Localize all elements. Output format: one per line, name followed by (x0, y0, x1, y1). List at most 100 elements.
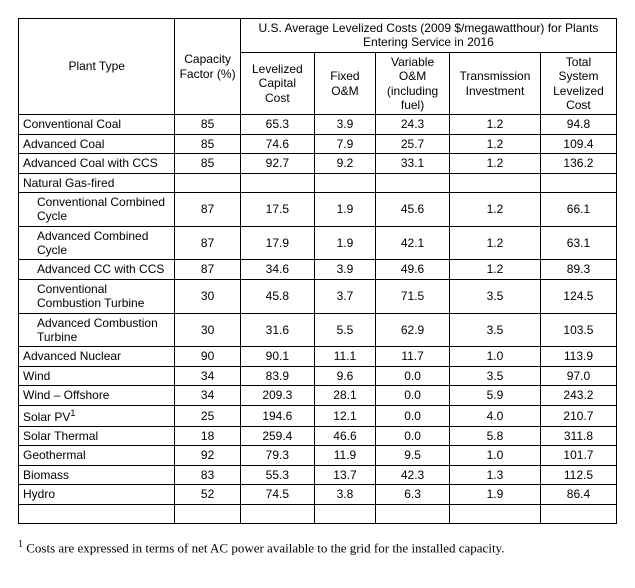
cell-transmission: 1.9 (450, 485, 541, 504)
cell-capacity-factor: 90 (175, 347, 241, 366)
cell-transmission: 3.5 (450, 279, 541, 313)
cell-fixed-om: 1.9 (314, 192, 375, 226)
cell-lev-capital: 17.5 (240, 192, 314, 226)
plant-label: Advanced CC with CCS (19, 260, 175, 279)
cell-capacity-factor: 87 (175, 192, 241, 226)
cell-transmission: 1.0 (450, 347, 541, 366)
cell-transmission: 1.2 (450, 134, 541, 153)
cell-fixed-om: 13.7 (314, 465, 375, 484)
cell-lev-capital: 31.6 (240, 313, 314, 347)
cell-transmission: 1.2 (450, 192, 541, 226)
cell-total: 124.5 (540, 279, 616, 313)
cell-var-om: 62.9 (376, 313, 450, 347)
table-row: Natural Gas-fired (19, 173, 617, 192)
table-row: Advanced Nuclear9090.111.111.71.0113.9 (19, 347, 617, 366)
cell-total: 89.3 (540, 260, 616, 279)
cell-capacity-factor: 34 (175, 386, 241, 405)
cell-total: 97.0 (540, 366, 616, 385)
table-row: Advanced Combined Cycle8717.91.942.11.26… (19, 226, 617, 260)
cell-var-om: 33.1 (376, 154, 450, 173)
cell-var-om (376, 173, 450, 192)
cell-fixed-om: 9.6 (314, 366, 375, 385)
col-group-title: U.S. Average Levelized Costs (2009 $/meg… (240, 19, 616, 53)
cell-var-om: 9.5 (376, 446, 450, 465)
cell-capacity-factor: 85 (175, 154, 241, 173)
cell-fixed-om: 3.8 (314, 485, 375, 504)
cell-transmission: 3.5 (450, 313, 541, 347)
cell-var-om: 6.3 (376, 485, 450, 504)
cell-capacity-factor: 30 (175, 313, 241, 347)
col-lev-capital: Levelized Capital Cost (240, 52, 314, 115)
cell-lev-capital: 65.3 (240, 115, 314, 134)
cell-transmission: 1.3 (450, 465, 541, 484)
cell-lev-capital: 17.9 (240, 226, 314, 260)
cell-fixed-om: 3.9 (314, 260, 375, 279)
plant-label: Conventional Combined Cycle (19, 192, 175, 226)
cell-transmission: 1.2 (450, 115, 541, 134)
cell-transmission: 4.0 (450, 405, 541, 426)
table-row: Conventional Combustion Turbine3045.83.7… (19, 279, 617, 313)
cell-fixed-om: 1.9 (314, 226, 375, 260)
table-row: Solar Thermal18259.446.60.05.8311.8 (19, 426, 617, 445)
cell-transmission: 5.8 (450, 426, 541, 445)
cell-capacity-factor: 87 (175, 260, 241, 279)
cell-lev-capital: 74.5 (240, 485, 314, 504)
plant-label: Solar PV1 (19, 405, 175, 426)
plant-label: Advanced Coal (19, 134, 175, 153)
cell-fixed-om: 3.9 (314, 115, 375, 134)
cell-total: 66.1 (540, 192, 616, 226)
plant-label: Advanced Combustion Turbine (19, 313, 175, 347)
cell-capacity-factor: 87 (175, 226, 241, 260)
cell-capacity-factor: 52 (175, 485, 241, 504)
cell-fixed-om: 11.1 (314, 347, 375, 366)
cell-fixed-om: 7.9 (314, 134, 375, 153)
cell-lev-capital (240, 173, 314, 192)
cell-var-om: 45.6 (376, 192, 450, 226)
empty-cell (240, 504, 314, 523)
plant-label: Geothermal (19, 446, 175, 465)
cell-var-om: 0.0 (376, 405, 450, 426)
cell-transmission: 1.0 (450, 446, 541, 465)
empty-cell (376, 504, 450, 523)
cell-total: 112.5 (540, 465, 616, 484)
cell-fixed-om: 11.9 (314, 446, 375, 465)
cell-var-om: 71.5 (376, 279, 450, 313)
col-plant-type: Plant Type (19, 19, 175, 115)
table-row: Advanced CC with CCS8734.63.949.61.289.3 (19, 260, 617, 279)
cell-var-om: 0.0 (376, 426, 450, 445)
cell-transmission: 1.2 (450, 226, 541, 260)
table-row: Hydro5274.53.86.31.986.4 (19, 485, 617, 504)
cell-fixed-om: 12.1 (314, 405, 375, 426)
cell-var-om: 25.7 (376, 134, 450, 153)
table-row: Advanced Coal with CCS8592.79.233.11.213… (19, 154, 617, 173)
cell-capacity-factor: 18 (175, 426, 241, 445)
plant-label: Conventional Combustion Turbine (19, 279, 175, 313)
cell-lev-capital: 55.3 (240, 465, 314, 484)
cell-total: 113.9 (540, 347, 616, 366)
table-row: Conventional Combined Cycle8717.51.945.6… (19, 192, 617, 226)
cell-lev-capital: 34.6 (240, 260, 314, 279)
footnote-text: Costs are expressed in terms of net AC p… (23, 540, 504, 555)
cell-total: 63.1 (540, 226, 616, 260)
cell-total: 311.8 (540, 426, 616, 445)
cell-lev-capital: 259.4 (240, 426, 314, 445)
cell-capacity-factor (175, 173, 241, 192)
cell-transmission: 1.2 (450, 154, 541, 173)
plant-label: Solar Thermal (19, 426, 175, 445)
cell-total: 94.8 (540, 115, 616, 134)
cell-lev-capital: 45.8 (240, 279, 314, 313)
table-row: Solar PV125194.612.10.04.0210.7 (19, 405, 617, 426)
cell-transmission: 1.2 (450, 260, 541, 279)
cell-total: 101.7 (540, 446, 616, 465)
empty-cell (314, 504, 375, 523)
table-row: Wind – Offshore34209.328.10.05.9243.2 (19, 386, 617, 405)
table-head: Plant Type Capacity Factor (%) U.S. Aver… (19, 19, 617, 115)
cell-total: 86.4 (540, 485, 616, 504)
cell-fixed-om: 5.5 (314, 313, 375, 347)
table-body: Conventional Coal8565.33.924.31.294.8Adv… (19, 115, 617, 524)
table-row: Wind3483.99.60.03.597.0 (19, 366, 617, 385)
cell-lev-capital: 90.1 (240, 347, 314, 366)
cell-capacity-factor: 83 (175, 465, 241, 484)
cell-transmission: 3.5 (450, 366, 541, 385)
footnote-ref: 1 (70, 408, 75, 418)
